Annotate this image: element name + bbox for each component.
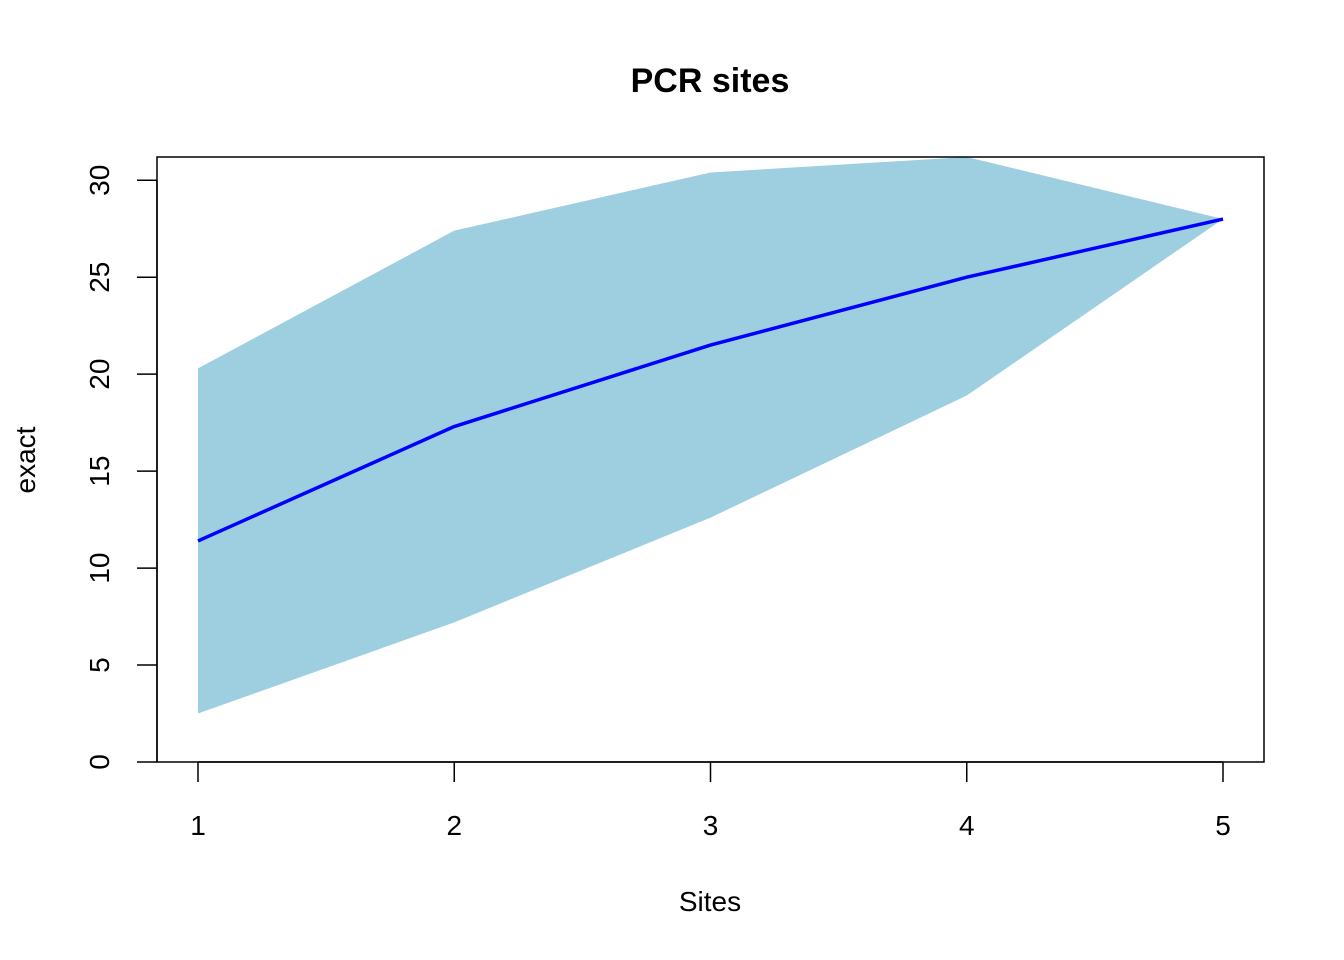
x-tick-label: 5 <box>1215 810 1231 841</box>
y-tick-label: 0 <box>84 754 115 770</box>
x-tick-label: 4 <box>959 810 975 841</box>
y-tick-label: 10 <box>84 553 115 584</box>
x-tick-label: 3 <box>703 810 719 841</box>
x-axis: 1 2 3 4 5 <box>190 761 1231 841</box>
y-tick-label: 30 <box>84 165 115 196</box>
y-tick-label: 15 <box>84 456 115 487</box>
y-tick-label: 20 <box>84 359 115 390</box>
confidence-band <box>198 157 1223 714</box>
y-tick-label: 5 <box>84 657 115 673</box>
y-axis: 0 5 10 15 20 25 30 <box>84 165 158 770</box>
x-tick-label: 2 <box>446 810 462 841</box>
y-axis-label: exact <box>10 426 41 493</box>
confidence-band-layer <box>198 157 1223 714</box>
y-tick-label: 25 <box>84 262 115 293</box>
x-tick-label: 1 <box>190 810 206 841</box>
series-line-0 <box>197 217 1224 543</box>
chart-title: PCR sites <box>631 62 790 100</box>
x-axis-label: Sites <box>679 886 741 917</box>
series-line-layer <box>197 217 1224 543</box>
